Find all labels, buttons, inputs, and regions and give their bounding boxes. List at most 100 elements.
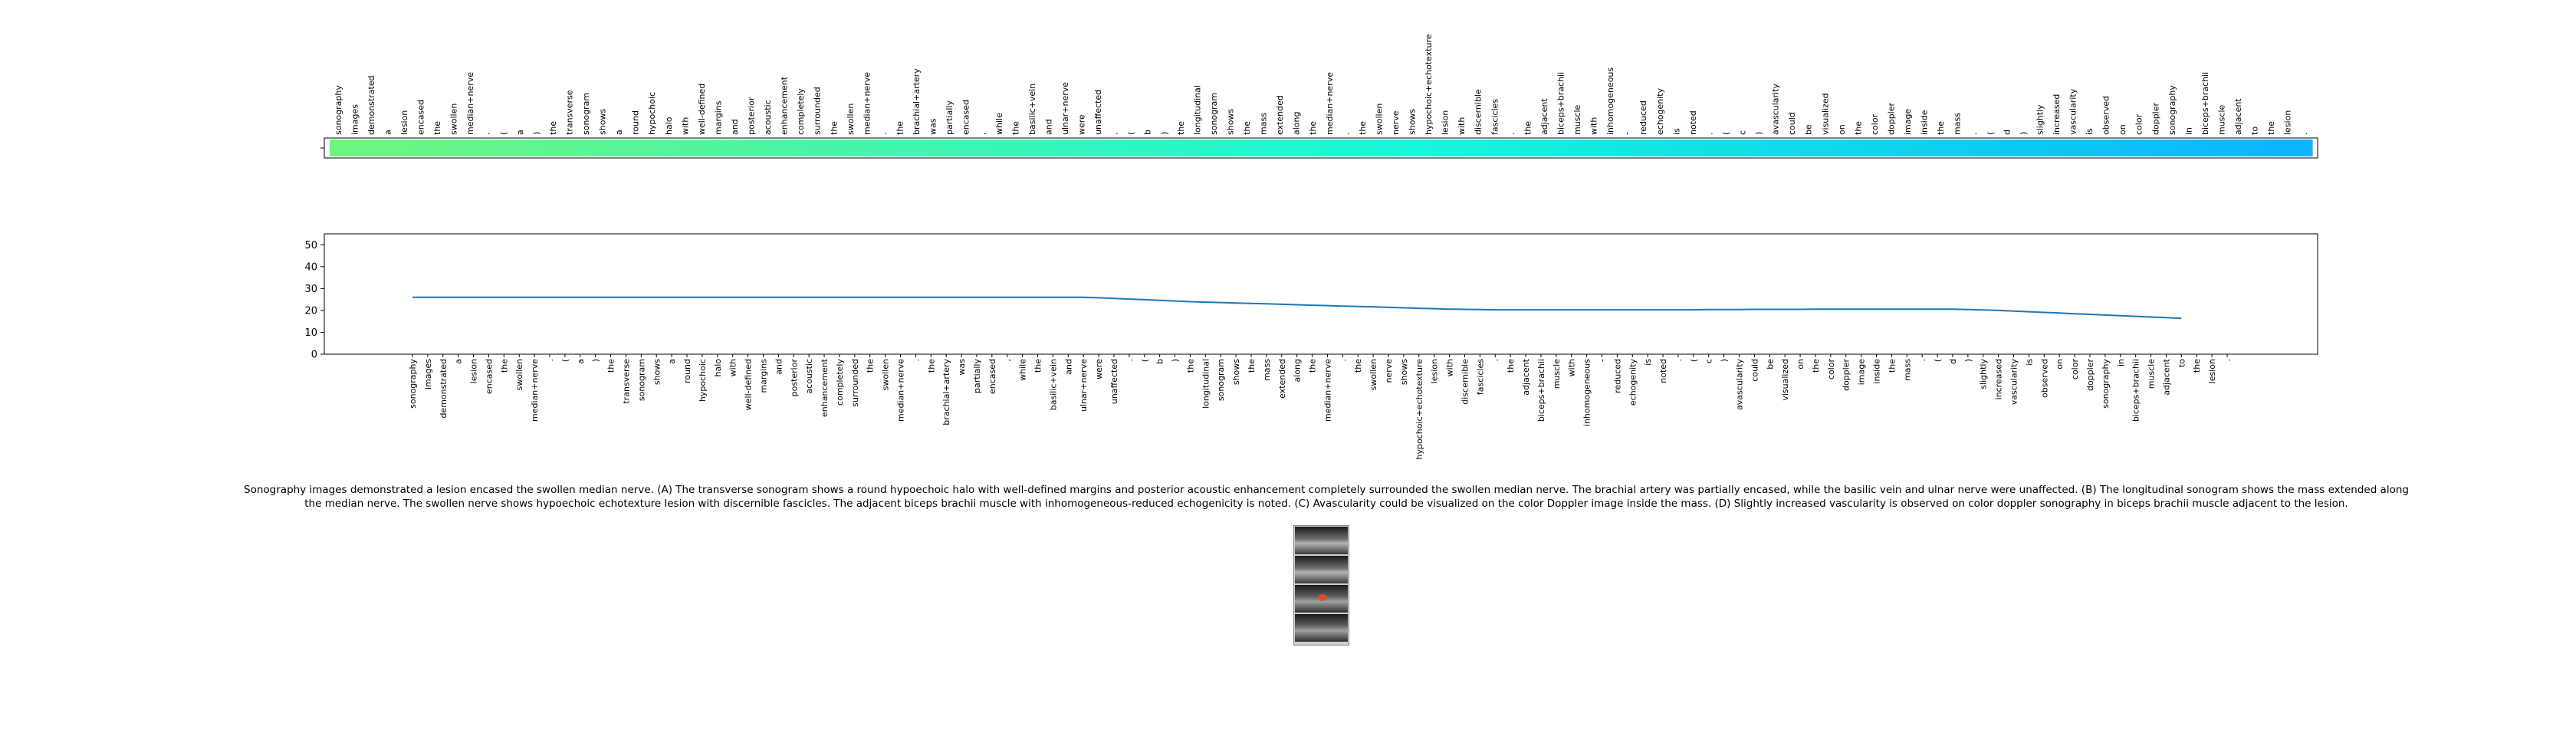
- heatmap-token-label: image: [1903, 109, 1913, 135]
- heatmap-cell: [1733, 140, 1751, 156]
- x-tick-label: extended: [1277, 359, 1287, 399]
- caption-line-2: the median nerve. The swollen nerve show…: [304, 498, 2348, 510]
- ultrasound-panel-d: [1295, 614, 1348, 642]
- x-tick-label: muscle: [1552, 359, 1562, 389]
- heatmap-token-label: acoustic: [763, 100, 773, 135]
- x-tick-label: be: [1765, 359, 1775, 370]
- heatmap-cell: [974, 140, 991, 156]
- heatmap-cell: [363, 140, 380, 156]
- heatmap-token-label: transverse: [565, 90, 575, 135]
- heatmap-cell: [1238, 140, 1256, 156]
- line-chart-frame: [324, 233, 2318, 355]
- heatmap-cell: [429, 140, 446, 156]
- x-tick-label: avascularity: [1735, 359, 1745, 410]
- heatmap-cell: [1040, 140, 1057, 156]
- x-tick-label: .: [1490, 359, 1500, 362]
- x-tick-label: sonography: [408, 359, 418, 409]
- x-tick-label: a: [667, 359, 677, 364]
- x-tick-label: halo: [713, 359, 723, 377]
- x-tick-label: the: [1033, 359, 1043, 373]
- heatmap-cell: [1982, 140, 1999, 156]
- heatmap-token-label: basilic+vein: [1027, 84, 1037, 135]
- heatmap-token-label: the: [1523, 121, 1533, 135]
- x-tick-label: shows: [1399, 359, 1409, 385]
- heatmap-token-label: mass: [1953, 113, 1963, 135]
- heatmap-cell: [1155, 140, 1173, 156]
- x-tick-label: the: [1353, 359, 1363, 373]
- heatmap-cell: [2196, 140, 2214, 156]
- heatmap-cell: [991, 140, 1008, 156]
- heatmap-token-label: lesion: [2283, 110, 2293, 135]
- heatmap-cell: [1304, 140, 1322, 156]
- heatmap-cell: [759, 140, 777, 156]
- x-tick-label: -: [1598, 359, 1608, 362]
- x-tick-label: lesion: [2207, 359, 2217, 383]
- heatmap-cell: [825, 140, 843, 156]
- heatmap-token-label: .: [1704, 133, 1714, 136]
- x-tick-label: reduced: [1612, 359, 1622, 393]
- x-tick-label: encased: [987, 359, 997, 394]
- heatmap-cell: [396, 140, 413, 156]
- x-tick-label: partially: [972, 359, 982, 393]
- heatmap-cell: [2295, 140, 2313, 156]
- x-tick-label: unaffected: [1109, 359, 1119, 404]
- heatmap-cell: [1469, 140, 1487, 156]
- heatmap-cell: [2097, 140, 2114, 156]
- heatmap-token-label: while: [994, 113, 1004, 135]
- heatmap-token-label: -: [1622, 132, 1632, 135]
- heatmap-cell: [1684, 140, 1702, 156]
- x-tick-label: ): [591, 359, 601, 362]
- heatmap-token-label: along: [1292, 112, 1302, 135]
- heatmap-token-label: the: [432, 121, 442, 135]
- heatmap-token-label: biceps+brachii: [2200, 72, 2210, 135]
- heatmap-cell: [1254, 140, 1272, 156]
- heatmap-cell: [1271, 140, 1289, 156]
- heatmap-cell: [1717, 140, 1735, 156]
- heatmap-cell: [1700, 140, 1718, 156]
- y-tick-label: 10: [304, 327, 317, 339]
- x-tick-label: a: [576, 359, 586, 364]
- x-tick-label: adjacent: [1521, 358, 1531, 395]
- heatmap-token-label: (: [1126, 132, 1136, 135]
- x-tick-label: color: [2070, 359, 2080, 380]
- heatmap-cell: [1337, 140, 1355, 156]
- heatmap-token-label: margins: [713, 100, 723, 135]
- x-tick-label: the: [499, 359, 509, 373]
- heatmap-token-label: is: [1671, 128, 1681, 135]
- heatmap-token-label: observed: [2101, 96, 2111, 135]
- heatmap-token-label: inside: [1920, 110, 1930, 135]
- x-tick-label: color: [1826, 359, 1836, 380]
- heatmap-cell: [1799, 140, 1818, 156]
- heatmap-token-label: sonography: [334, 85, 343, 135]
- heatmap-token-label: hypochoic+echotexture: [1424, 34, 1434, 135]
- heatmap-cell: [445, 140, 462, 156]
- x-tick-label: .: [1338, 359, 1348, 362]
- heatmap-token-label: shows: [1408, 109, 1418, 135]
- heatmap-token-label: d: [2002, 130, 2012, 135]
- x-tick-label: ,: [1003, 359, 1013, 362]
- heatmap-cell: [924, 140, 941, 156]
- heatmap-cell: [626, 140, 645, 156]
- heatmap-cell: [2164, 140, 2181, 156]
- heatmap-cell: [1453, 140, 1470, 156]
- x-tick-label: transverse: [622, 359, 632, 404]
- heatmap-token-label: sonogram: [1209, 93, 1219, 135]
- x-tick-label: round: [682, 359, 692, 383]
- heatmap-token-label: longitudinal: [1192, 85, 1202, 135]
- heatmap-token-label: the: [1242, 121, 1252, 135]
- doppler-color-spot: [1318, 594, 1327, 601]
- x-tick-label: completely: [835, 359, 845, 406]
- x-tick-label: the: [606, 359, 616, 373]
- heatmap-cell: [478, 140, 496, 156]
- heatmap-cell: [2031, 140, 2049, 156]
- heatmap-cell: [1585, 140, 1602, 156]
- heatmap-cell: [1915, 140, 1933, 156]
- x-tick-label: is: [1643, 359, 1653, 366]
- heatmap-token-label: and: [1043, 119, 1053, 135]
- x-tick-label: adjacent: [2161, 358, 2171, 395]
- heatmap-cell: [1998, 140, 2016, 156]
- heatmap-token-label: enhancement: [780, 76, 790, 135]
- heatmap-token-label: median+nerve: [465, 72, 475, 135]
- heatmap-cell: [2015, 140, 2032, 156]
- heatmap-token-label: swollen: [846, 104, 856, 135]
